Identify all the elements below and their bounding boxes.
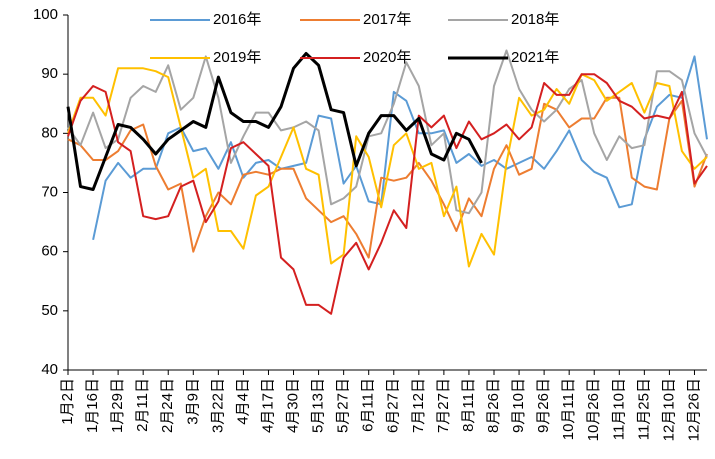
x-tick-label: 8月11日 <box>460 378 477 432</box>
series-line <box>66 52 483 191</box>
x-tick-label: 4月30日 <box>284 378 301 433</box>
x-tick-label: 11月25日 <box>635 378 652 440</box>
x-tick-label: 9月26日 <box>535 378 552 433</box>
x-tick-label: 6月11日 <box>360 378 377 432</box>
y-tick-label: 80 <box>41 124 58 141</box>
series-line <box>67 67 708 268</box>
x-tick-label: 7月12日 <box>410 378 427 433</box>
y-tick-label: 100 <box>33 6 58 23</box>
legend-label: 2017年 <box>363 11 411 28</box>
x-tick-label: 1月16日 <box>84 378 101 433</box>
x-tick-label: 10月26日 <box>585 378 602 441</box>
x-tick-label: 6月27日 <box>385 378 402 433</box>
x-tick-label: 1月29日 <box>109 378 126 433</box>
series-line <box>67 73 708 315</box>
x-tick-label: 1月2日 <box>59 378 76 425</box>
x-tick-label: 10月11日 <box>560 378 577 440</box>
y-tick-label: 90 <box>41 65 58 82</box>
y-tick-label: 40 <box>41 361 58 378</box>
x-tick-label: 4月4日 <box>234 378 251 425</box>
x-tick-label: 2月24日 <box>159 378 176 433</box>
x-tick-label: 5月27日 <box>335 378 352 433</box>
x-tick-label: 5月13日 <box>310 378 327 433</box>
legend-label: 2018年 <box>511 11 559 28</box>
series-line <box>92 55 708 241</box>
legend-label: 2019年 <box>213 49 261 66</box>
legend-label: 2016年 <box>213 11 261 28</box>
y-tick-label: 50 <box>41 302 58 319</box>
x-tick-label: 9月10日 <box>510 378 527 433</box>
legend-label: 2021年 <box>511 49 559 66</box>
x-tick-label: 3月22日 <box>209 378 226 433</box>
x-tick-label: 2月11日 <box>134 378 151 432</box>
y-tick-label: 60 <box>41 243 58 260</box>
series-line <box>67 49 708 215</box>
x-tick-label: 12月10日 <box>660 378 677 441</box>
x-tick-label: 3月9日 <box>184 378 201 425</box>
x-tick-label: 11月10日 <box>610 378 627 440</box>
x-tick-label: 12月26日 <box>685 378 702 441</box>
x-tick-label: 4月17日 <box>259 378 276 433</box>
legend-label: 2020年 <box>363 49 411 66</box>
y-tick-label: 70 <box>41 183 58 200</box>
x-tick-label: 7月27日 <box>435 378 452 433</box>
x-tick-label: 8月26日 <box>485 378 502 433</box>
